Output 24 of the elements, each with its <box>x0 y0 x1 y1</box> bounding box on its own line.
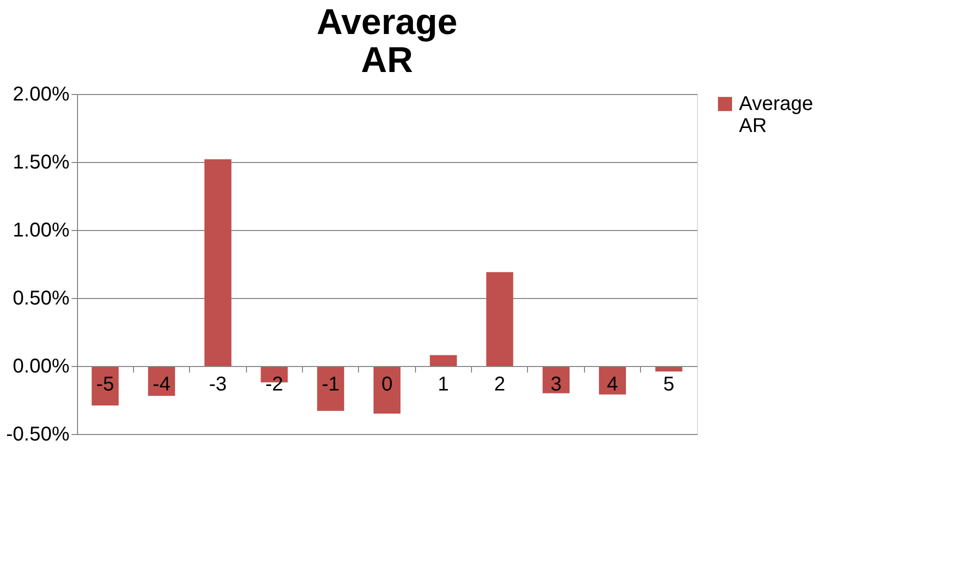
x-tick-label: 3 <box>550 374 562 396</box>
bar <box>374 366 400 414</box>
x-tick-label: 5 <box>663 374 674 396</box>
y-tick-label: 0.00% <box>12 356 70 378</box>
x-tick-label: -4 <box>152 374 170 396</box>
x-tick-label: -3 <box>209 374 227 396</box>
y-tick-label: -0.50% <box>6 424 70 446</box>
bar <box>317 366 344 411</box>
x-tick-label: 0 <box>381 374 393 396</box>
x-tick-label: 1 <box>438 374 449 396</box>
bar <box>204 159 232 366</box>
y-tick-label: 1.50% <box>12 152 70 174</box>
x-tick-label: -5 <box>96 374 114 396</box>
bar <box>430 355 457 366</box>
legend-label: Average AR <box>739 93 814 137</box>
bar <box>486 272 514 366</box>
y-tick-label: 1.00% <box>12 220 70 242</box>
x-tick-label: -1 <box>322 374 340 396</box>
bar <box>92 366 119 406</box>
chart-title: Average AR <box>316 1 458 80</box>
x-tick-label: 2 <box>494 374 506 396</box>
y-tick-label: 0.50% <box>12 288 70 310</box>
y-tick-label: 2.00% <box>12 84 70 106</box>
x-tick-label: 4 <box>606 374 618 396</box>
